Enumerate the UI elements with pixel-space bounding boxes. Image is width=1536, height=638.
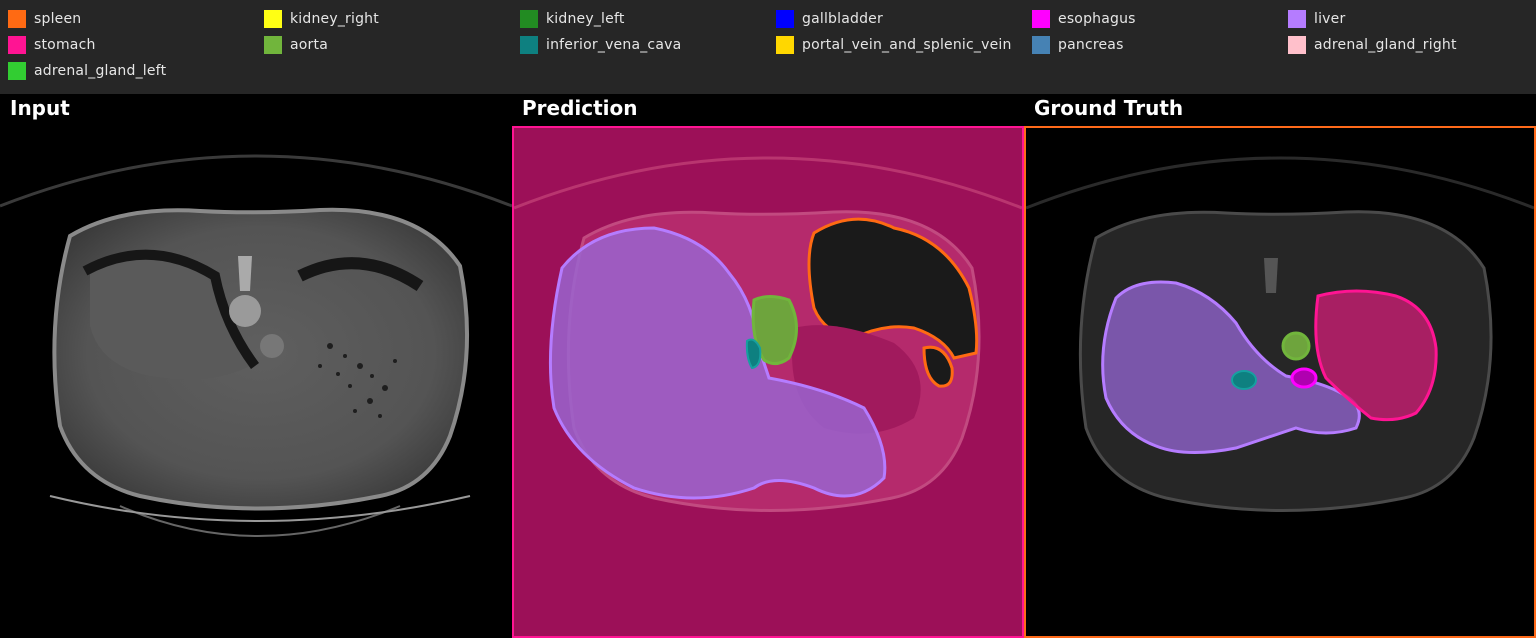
legend-swatch: [520, 36, 538, 54]
legend-label: inferior_vena_cava: [546, 37, 682, 53]
legend-item-adrenal-gland-left: adrenal_gland_left: [8, 61, 166, 81]
legend-swatch: [520, 10, 538, 28]
legend-label: kidney_right: [290, 11, 379, 27]
legend-item-pancreas: pancreas: [1032, 35, 1124, 55]
prediction-title: Prediction: [522, 96, 638, 120]
legend-swatch: [8, 10, 26, 28]
prediction-panel: [512, 126, 1024, 638]
legend-item-spleen: spleen: [8, 9, 81, 29]
legend-label: esophagus: [1058, 11, 1136, 27]
legend-swatch: [8, 36, 26, 54]
legend-swatch: [1032, 10, 1050, 28]
legend-item-stomach: stomach: [8, 35, 96, 55]
legend-item-esophagus: esophagus: [1032, 9, 1136, 29]
legend-item-kidney-right: kidney_right: [264, 9, 379, 29]
legend-item-adrenal-gland-right: adrenal_gland_right: [1288, 35, 1457, 55]
legend-label: adrenal_gland_right: [1314, 37, 1457, 53]
legend-item-kidney-left: kidney_left: [520, 9, 625, 29]
legend-item-aorta: aorta: [264, 35, 328, 55]
legend-label: gallbladder: [802, 11, 883, 27]
legend-label: adrenal_gland_left: [34, 63, 167, 79]
legend-swatch: [1288, 36, 1306, 54]
legend-swatch: [776, 10, 794, 28]
legend-item-gallbladder: gallbladder: [776, 9, 883, 29]
legend-label: portal_vein_and_splenic_vein: [802, 37, 1012, 53]
legend-label: spleen: [34, 11, 82, 27]
legend-swatch: [8, 62, 26, 80]
legend-label: kidney_left: [546, 11, 625, 27]
legend-swatch: [264, 36, 282, 54]
input-image-panel: [0, 126, 512, 638]
ground-truth-overlay-image: [1026, 128, 1534, 636]
legend-item-liver: liver: [1288, 9, 1345, 29]
ct-slice-image: [0, 126, 512, 638]
legend-label: aorta: [290, 37, 328, 53]
legend: spleen kidney_right kidney_left gallblad…: [0, 0, 1536, 94]
legend-label: stomach: [34, 37, 96, 53]
input-title: Input: [10, 96, 70, 120]
prediction-overlay-image: [514, 128, 1022, 636]
legend-label: liver: [1314, 11, 1346, 27]
legend-swatch: [1288, 10, 1306, 28]
ground-truth-title: Ground Truth: [1034, 96, 1184, 120]
ground-truth-panel: [1024, 126, 1536, 638]
legend-label: pancreas: [1058, 37, 1124, 53]
legend-item-portal-vein: portal_vein_and_splenic_vein: [776, 35, 1012, 55]
legend-swatch: [1032, 36, 1050, 54]
legend-swatch: [264, 10, 282, 28]
legend-swatch: [776, 36, 794, 54]
legend-item-inferior-vena-cava: inferior_vena_cava: [520, 35, 681, 55]
